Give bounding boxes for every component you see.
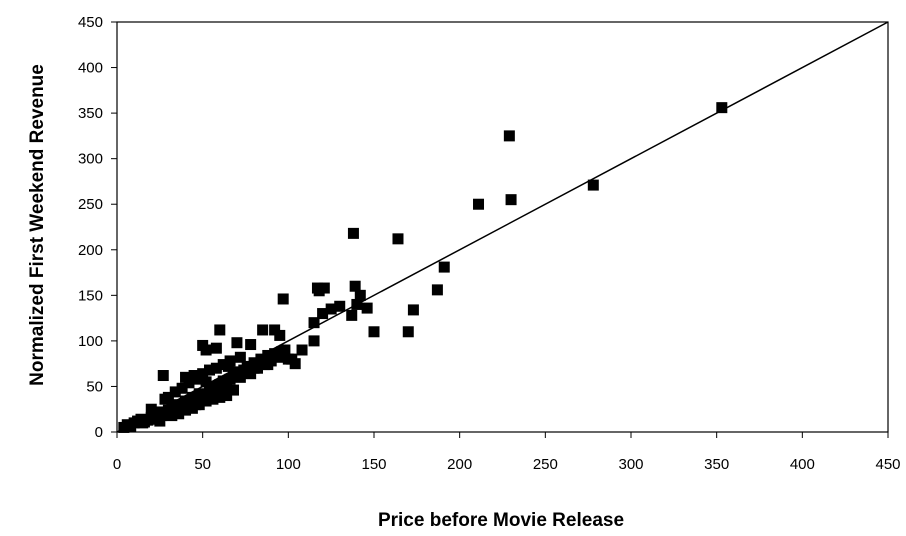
data-point <box>180 404 192 416</box>
data-point <box>204 364 216 376</box>
y-tick-label: 200 <box>78 242 103 259</box>
data-point <box>180 371 192 383</box>
data-point <box>296 344 308 356</box>
fit-line <box>116 21 889 433</box>
x-tick-label: 300 <box>618 456 643 473</box>
data-point <box>241 360 253 372</box>
data-point <box>193 399 205 411</box>
data-point <box>222 360 234 372</box>
data-point <box>210 342 222 354</box>
data-point <box>438 261 450 273</box>
x-tick-label: 250 <box>533 456 558 473</box>
data-point <box>325 303 337 315</box>
data-point <box>407 304 419 316</box>
data-point <box>257 324 269 336</box>
data-point <box>354 289 366 301</box>
data-point <box>231 337 243 349</box>
data-point <box>166 410 178 422</box>
y-axis-title: Normalized First Weekend Revenue <box>27 64 48 386</box>
x-tick-label: 0 <box>113 456 121 473</box>
data-point <box>188 370 200 382</box>
y-tick-label: 400 <box>78 60 103 77</box>
data-point <box>234 371 246 383</box>
data-point <box>587 179 599 191</box>
data-point <box>334 300 346 312</box>
data-point <box>137 417 149 429</box>
data-point <box>716 102 728 114</box>
data-point <box>289 358 301 370</box>
data-point <box>234 351 246 363</box>
data-point <box>173 408 185 420</box>
data-point <box>392 233 404 245</box>
y-tick-label: 250 <box>78 196 103 213</box>
data-point <box>221 382 233 394</box>
data-point <box>279 344 291 356</box>
y-tick-label: 100 <box>78 333 103 350</box>
data-point <box>361 302 373 314</box>
data-point <box>200 376 212 388</box>
data-point <box>274 329 286 341</box>
data-point <box>228 384 240 396</box>
y-tick-label: 300 <box>78 151 103 168</box>
data-point <box>200 395 212 407</box>
data-point <box>197 368 209 380</box>
axes-layer: 0 50 100 150 200 250 300 350 400 450 0 50 100 150 200 2… <box>78 14 901 473</box>
x-tick-label: 350 <box>704 456 729 473</box>
x-tick-label: 150 <box>361 456 386 473</box>
data-point <box>347 227 359 239</box>
data-point <box>210 362 222 374</box>
y-tick-label: 50 <box>86 378 103 395</box>
data-point <box>200 344 212 356</box>
data-point <box>157 370 169 382</box>
marks-layer <box>116 21 889 433</box>
data-point <box>186 391 198 403</box>
data-point <box>214 324 226 336</box>
x-tick-label: 100 <box>276 456 301 473</box>
data-point <box>217 375 229 387</box>
y-tick-label: 350 <box>78 105 103 122</box>
data-point <box>317 308 329 320</box>
data-point <box>308 335 320 347</box>
data-point <box>431 284 443 296</box>
data-point <box>318 282 330 294</box>
y-tick-label: 0 <box>95 424 103 441</box>
data-point <box>248 362 260 374</box>
data-point <box>368 326 380 338</box>
data-point <box>176 382 188 394</box>
x-tick-label: 450 <box>875 456 900 473</box>
x-tick-label: 50 <box>194 456 211 473</box>
data-point <box>186 402 198 414</box>
data-point <box>245 339 257 351</box>
data-point <box>214 391 226 403</box>
data-point <box>262 359 274 371</box>
y-tick-label: 150 <box>78 287 103 304</box>
data-point <box>503 130 515 142</box>
plot-frame <box>116 21 889 433</box>
y-tick-label: 450 <box>78 14 103 31</box>
data-point <box>308 317 320 329</box>
data-point <box>349 280 361 292</box>
data-point <box>169 386 181 398</box>
data-point <box>159 393 171 405</box>
data-point <box>277 293 289 305</box>
x-tick-label: 200 <box>447 456 472 473</box>
data-point <box>346 309 358 321</box>
data-point <box>270 349 282 361</box>
data-point <box>505 194 517 206</box>
x-axis-title: Price before Movie Release <box>378 510 624 531</box>
data-point <box>402 326 414 338</box>
data-point <box>207 393 219 405</box>
data-point <box>145 403 157 415</box>
data-point <box>221 390 233 402</box>
data-point <box>473 198 485 210</box>
x-tick-label: 400 <box>790 456 815 473</box>
